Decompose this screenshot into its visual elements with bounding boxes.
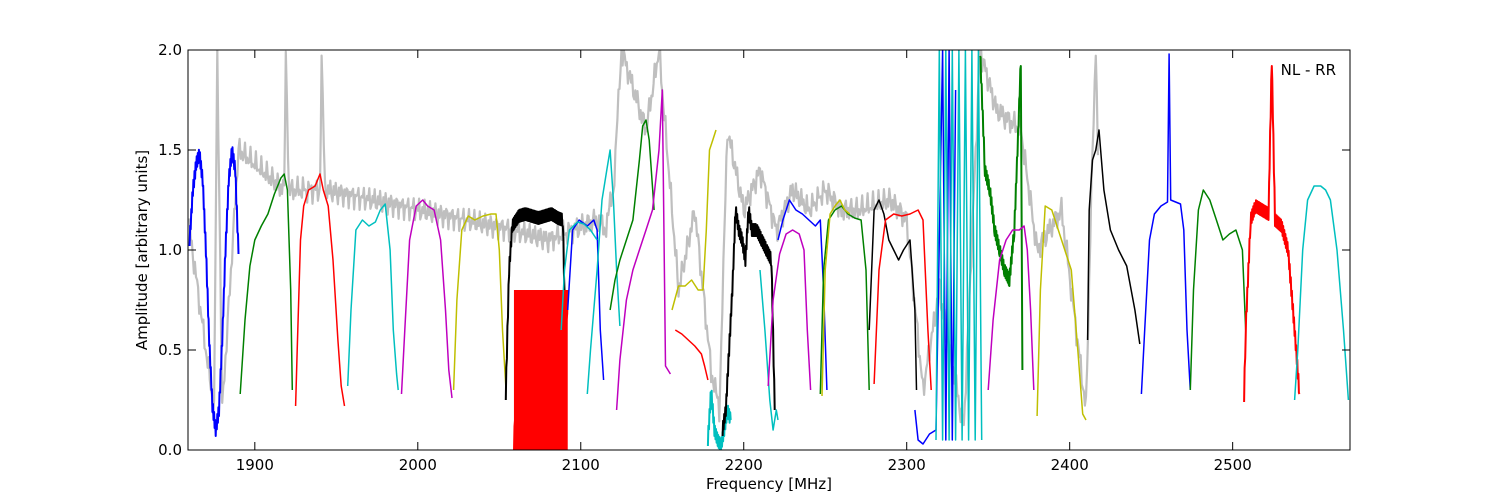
series-18-line — [777, 199, 828, 391]
series-14-line — [674, 329, 709, 381]
y-tick-label: 2.0 — [158, 41, 182, 59]
series-31-line — [1189, 189, 1247, 391]
x-tick-label: 2200 — [725, 456, 763, 474]
series-2-line — [294, 173, 346, 407]
series-1-line — [239, 173, 294, 395]
series-19-line — [767, 229, 812, 391]
series-30-line — [1140, 53, 1192, 395]
series-28-line — [1036, 205, 1087, 421]
x-tick-label: 2400 — [1051, 456, 1089, 474]
plot-frame — [187, 49, 1351, 451]
y-tick-label: 1.0 — [158, 241, 182, 259]
series-10-line — [586, 149, 621, 395]
series-22-line — [868, 199, 918, 391]
series-8-line — [566, 219, 605, 381]
series-29-line — [1086, 129, 1141, 345]
series-25-line — [935, 50, 983, 441]
x-tick-label: 2300 — [888, 456, 926, 474]
series-7-line — [513, 289, 569, 450]
series-26-line — [979, 55, 1024, 371]
y-tick-label: 0.0 — [158, 441, 182, 459]
series-3-line — [346, 203, 399, 391]
series-21-line — [821, 199, 851, 397]
series-32-line — [1243, 65, 1301, 403]
axes: 1900 2000 2100 2200 2300 2400 2500 0.0 0.5 1.0 1.5… — [158, 41, 1350, 474]
series-6-line — [504, 207, 566, 401]
series-33-line — [1293, 185, 1350, 401]
y-tick-label: 0.5 — [158, 341, 182, 359]
series-layer — [188, 50, 1350, 450]
y-axis-label: Amplitude [arbitrary units] — [133, 150, 151, 350]
series-17-line — [759, 269, 779, 431]
series-13-line — [671, 129, 717, 311]
x-tick-label: 2500 — [1214, 456, 1252, 474]
x-axis-label: Frequency [MHz] — [706, 475, 832, 493]
series-4-line — [400, 199, 453, 399]
series-16-line — [721, 206, 776, 437]
series-23-line — [873, 209, 932, 391]
series-0-line — [188, 146, 240, 437]
x-tick-label: 2100 — [562, 456, 600, 474]
x-tick-label: 2000 — [399, 456, 437, 474]
x-tick-label: 1900 — [236, 456, 274, 474]
panel-annotation: NL - RR — [1281, 61, 1336, 79]
series-5-line — [452, 213, 507, 391]
series-11-line — [609, 119, 655, 311]
series-27-line — [987, 225, 1035, 391]
series-9-line — [560, 221, 598, 331]
y-tick-label: 1.5 — [158, 141, 182, 159]
series-12-line — [615, 89, 672, 411]
